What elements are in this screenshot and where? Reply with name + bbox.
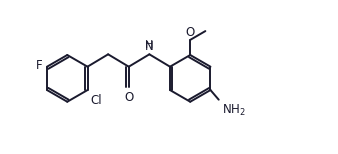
Text: Cl: Cl bbox=[90, 94, 102, 107]
Text: H: H bbox=[145, 40, 153, 50]
Text: O: O bbox=[124, 91, 134, 104]
Text: F: F bbox=[36, 59, 43, 72]
Text: NH$_2$: NH$_2$ bbox=[222, 102, 246, 118]
Text: O: O bbox=[186, 26, 195, 39]
Text: N: N bbox=[145, 41, 154, 53]
